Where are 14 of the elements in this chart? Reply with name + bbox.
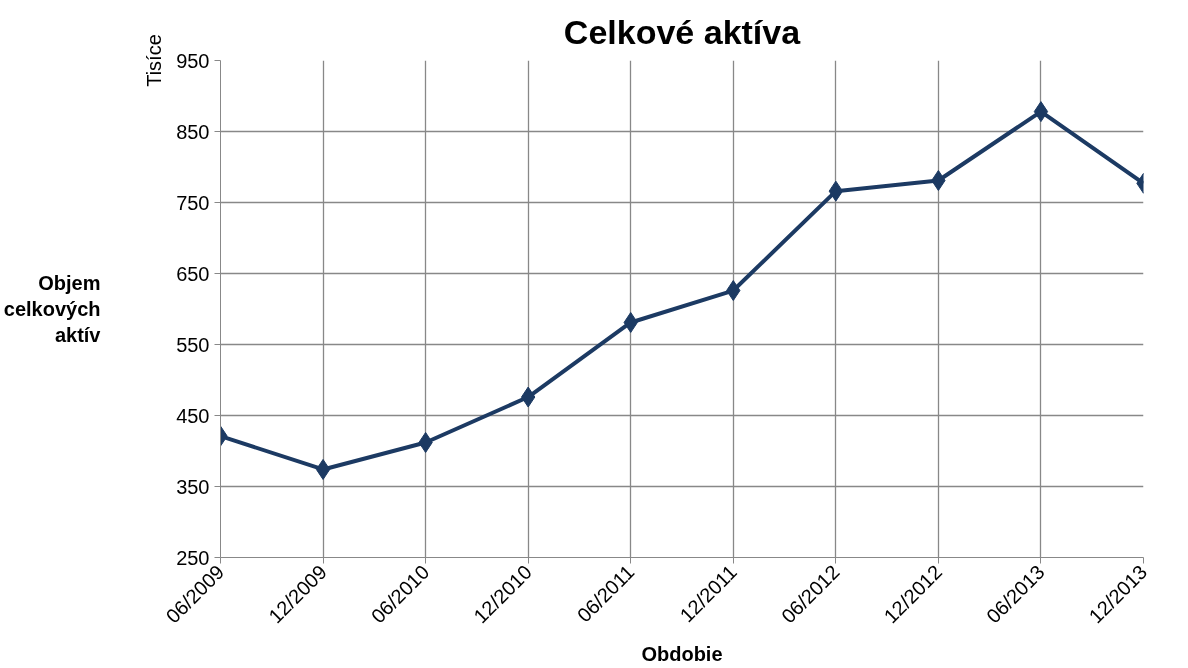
y-tick-label: 550 <box>176 333 210 356</box>
y-tick-label: 650 <box>176 262 210 285</box>
text: Tisíce <box>143 34 166 87</box>
point <box>315 458 331 480</box>
y-axis-title: Objem celkových aktív <box>3 271 102 347</box>
y-tick-label: 750 <box>176 191 210 214</box>
y-tick-label: 450 <box>176 404 210 427</box>
point <box>1033 101 1049 123</box>
y-tick-label: 350 <box>176 475 210 498</box>
x-axis-title: Obdobie <box>641 643 723 666</box>
y-tick-label: 250 <box>176 546 210 569</box>
y-tick-label: 950 <box>176 49 210 72</box>
y-tick-label: 850 <box>176 120 210 143</box>
chart-title: Celkové aktíva <box>563 12 802 51</box>
